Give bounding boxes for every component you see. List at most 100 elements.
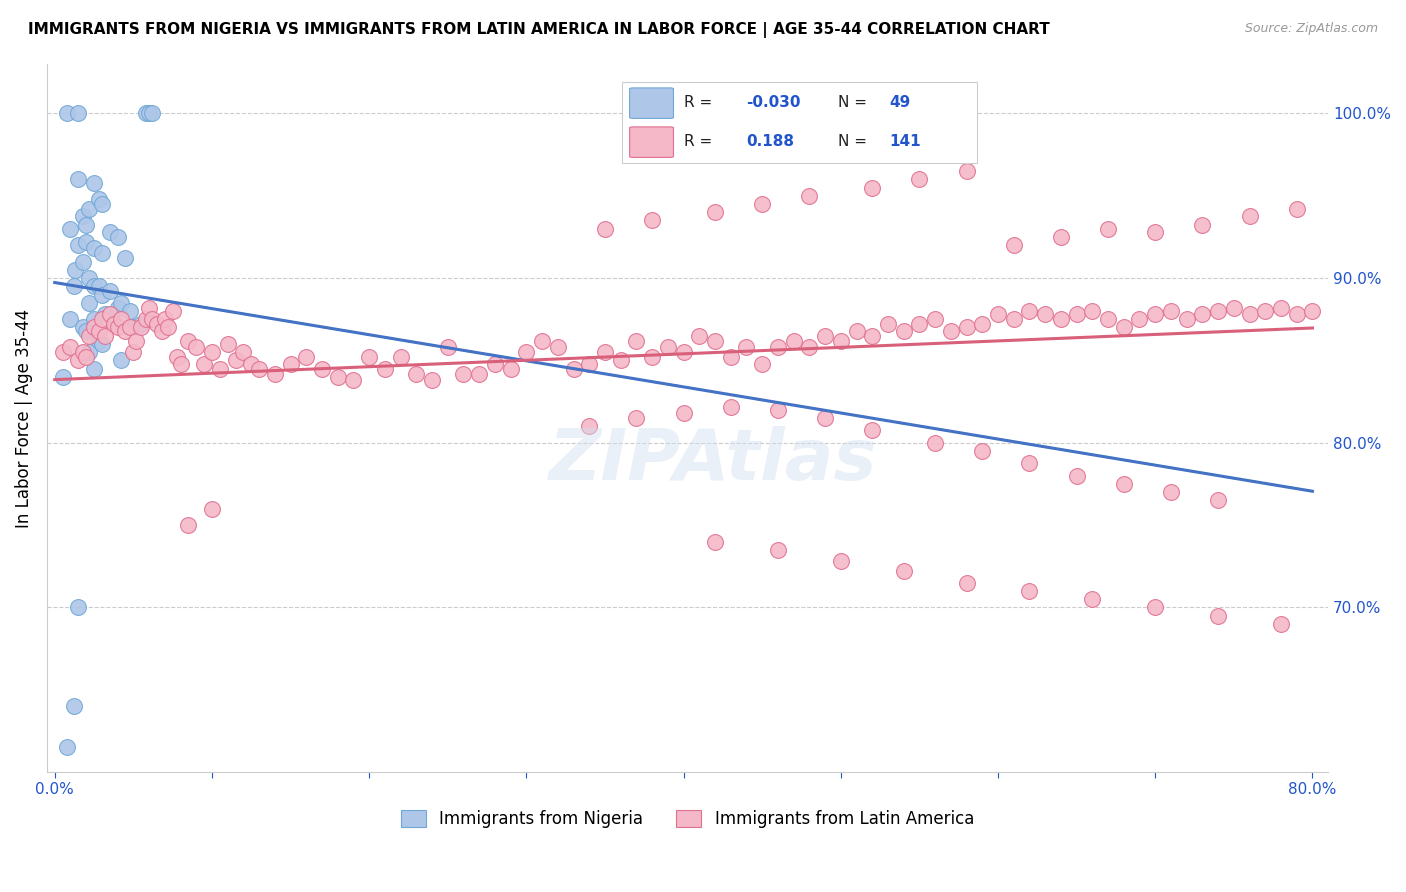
Point (1206, 608, 1229, 623)
Point (87, 192, 110, 206)
Point (1081, 592, 1104, 607)
Point (129, 320, 152, 334)
Point (103, 317, 125, 331)
Point (120, 304, 142, 318)
Point (547, 340, 569, 354)
Point (98, 225, 121, 239)
Point (626, 334, 648, 348)
Point (955, 164, 977, 178)
Point (955, 320, 977, 334)
Point (217, 337, 239, 351)
Point (720, 400, 742, 414)
Point (1239, 209, 1261, 223)
Point (67, 238, 90, 252)
Point (177, 518, 200, 533)
Point (766, 340, 789, 354)
Point (107, 320, 129, 334)
Point (62, 279, 84, 293)
Point (1066, 468, 1088, 483)
Point (240, 357, 263, 371)
Point (201, 345, 224, 359)
Text: 0.188: 0.188 (747, 134, 794, 149)
Point (122, 345, 145, 359)
Point (751, 357, 773, 371)
Point (162, 304, 184, 318)
Point (1112, 477, 1135, 491)
Point (79, 202, 101, 216)
Point (87, 334, 110, 348)
Point (704, 334, 727, 348)
Point (83, 312, 105, 326)
Point (67, 106, 90, 120)
Point (75, 219, 97, 233)
Point (1002, 312, 1025, 326)
Point (110, 295, 132, 310)
Point (90, 312, 112, 326)
Text: ZIPAtlas: ZIPAtlas (548, 426, 877, 495)
Point (114, 324, 136, 338)
Point (72, 254, 94, 268)
Point (263, 367, 285, 381)
FancyBboxPatch shape (623, 82, 977, 163)
Point (860, 328, 883, 343)
Text: Source: ZipAtlas.com: Source: ZipAtlas.com (1244, 22, 1378, 36)
Point (1301, 304, 1323, 318)
Point (908, 172, 931, 186)
Point (67, 353, 90, 368)
Point (62, 699, 84, 714)
Point (1018, 583, 1040, 598)
Point (186, 340, 208, 354)
Point (766, 542, 789, 557)
Point (484, 357, 506, 371)
Point (751, 197, 773, 211)
Point (87, 324, 110, 338)
Point (67, 600, 90, 615)
Point (83, 361, 105, 376)
Point (845, 324, 868, 338)
Point (939, 324, 962, 338)
Point (67, 172, 90, 186)
Point (1285, 307, 1308, 321)
Point (1191, 219, 1213, 233)
Point (138, 106, 160, 120)
Point (90, 337, 112, 351)
Point (83, 242, 105, 256)
Point (107, 230, 129, 244)
Point (94, 307, 117, 321)
Y-axis label: In Labor Force | Age 35-44: In Labor Force | Age 35-44 (15, 309, 32, 527)
FancyBboxPatch shape (630, 127, 673, 157)
Point (208, 361, 231, 376)
Text: IMMIGRANTS FROM NIGERIA VS IMMIGRANTS FROM LATIN AMERICA IN LABOR FORCE | AGE 35: IMMIGRANTS FROM NIGERIA VS IMMIGRANTS FR… (28, 22, 1050, 38)
Point (1270, 616, 1292, 631)
Point (359, 350, 381, 364)
Point (141, 106, 163, 120)
Point (193, 357, 215, 371)
Point (153, 312, 176, 326)
Point (79, 295, 101, 310)
Point (311, 361, 333, 376)
Point (453, 367, 475, 381)
Point (672, 345, 695, 359)
Point (1050, 230, 1073, 244)
Point (735, 340, 758, 354)
Point (641, 213, 664, 227)
Point (326, 370, 349, 384)
Legend: Immigrants from Nigeria, Immigrants from Latin America: Immigrants from Nigeria, Immigrants from… (394, 803, 981, 835)
Point (766, 402, 789, 417)
Point (1128, 312, 1150, 326)
Point (924, 312, 946, 326)
Point (110, 353, 132, 368)
Point (814, 328, 837, 343)
Point (295, 350, 318, 364)
Point (924, 435, 946, 450)
Point (830, 334, 852, 348)
Point (146, 317, 169, 331)
Point (79, 271, 101, 285)
Point (75, 350, 97, 364)
Point (860, 180, 883, 194)
Point (1066, 307, 1088, 321)
Point (52, 370, 75, 384)
Point (1254, 304, 1277, 318)
Point (79, 345, 101, 359)
Point (201, 501, 224, 516)
